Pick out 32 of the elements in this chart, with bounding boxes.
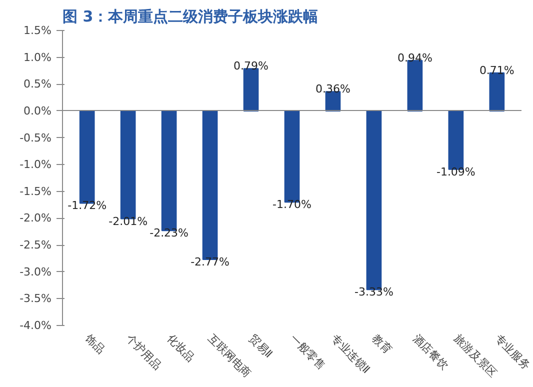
y-tick-label: -3.0% — [20, 265, 52, 278]
y-tick-label: 0.0% — [24, 104, 52, 118]
y-tick-label: -3.5% — [20, 292, 52, 306]
bar — [243, 68, 259, 112]
data-label: -2.23% — [150, 226, 189, 240]
y-tick-label: 0.5% — [24, 78, 52, 91]
data-label: 0.79% — [234, 60, 268, 73]
x-tick-label: 个护用品 — [123, 332, 164, 372]
data-label: -3.33% — [354, 286, 394, 299]
data-label: 0.94% — [397, 52, 432, 65]
x-tick-label: 酒店餐饮 — [410, 332, 451, 372]
data-label: -1.09% — [436, 165, 476, 178]
data-label: -2.77% — [190, 256, 230, 269]
data-label: 0.36% — [316, 82, 350, 96]
y-tick-label: -0.5% — [20, 131, 52, 144]
y-tick-label: 1.5% — [24, 24, 52, 37]
y-tick-label: -1.5% — [20, 184, 52, 198]
chart-title: 图 3：本周重点二级消费子板块涨跌幅 — [62, 8, 318, 26]
x-tick-label: 一般零售 — [287, 332, 328, 372]
data-label: -2.01% — [108, 214, 148, 228]
y-tick-label: -4.0% — [20, 319, 52, 332]
x-tick-label: 贸易Ⅱ — [246, 332, 276, 360]
y-tick-label: -2.5% — [20, 238, 52, 252]
data-label: -1.72% — [68, 199, 107, 212]
data-label: 0.71% — [479, 64, 514, 77]
bar — [407, 60, 423, 112]
y-tick-label: -2.0% — [20, 212, 52, 225]
y-tick-label: 1.0% — [24, 50, 52, 64]
data-label: -1.70% — [272, 198, 312, 212]
y-tick-label: -1.0% — [20, 158, 52, 172]
x-tick-label: 饰品 — [82, 331, 108, 357]
x-tick-label: 化妆品 — [164, 332, 197, 364]
